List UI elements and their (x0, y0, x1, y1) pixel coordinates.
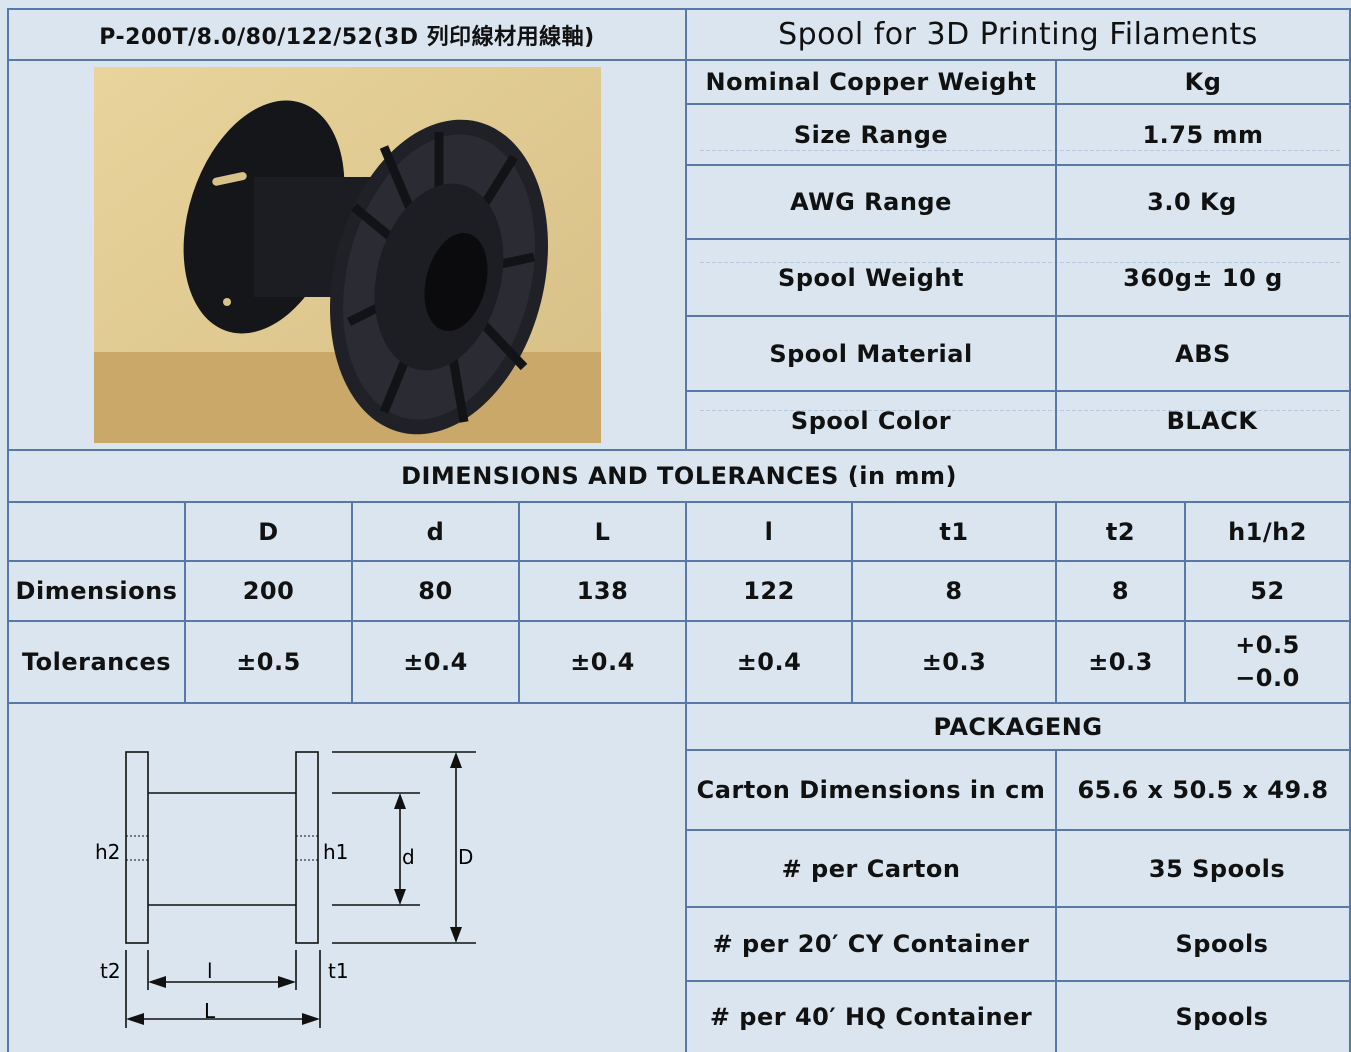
label-t1: t1 (328, 959, 349, 983)
dim-col-header: d (426, 517, 445, 546)
pack-label: # per 40′ HQ Container (709, 1003, 1033, 1031)
pack-value: 35 Spools (1148, 854, 1286, 883)
border-col-3 (518, 501, 520, 704)
dim-col-header: l (764, 517, 774, 546)
label-d: d (402, 845, 415, 869)
border-spec-4 (687, 315, 1351, 317)
label-L: L (204, 999, 216, 1023)
product-title: Spool for 3D Printing Filaments (778, 17, 1258, 52)
dim-col-header: L (594, 517, 611, 546)
border-left (7, 8, 9, 1052)
border-dim-row (7, 620, 1351, 622)
dimensions-title: DIMENSIONS AND TOLERANCES (in mm) (401, 462, 957, 490)
pack-label: # per 20′ CY Container (712, 930, 1030, 958)
packaging-title: PACKAGENG (933, 712, 1103, 741)
border-mid-top (685, 8, 687, 451)
label-D: D (458, 845, 473, 869)
tol-value: ±0.3 (1088, 648, 1153, 676)
spec-label: Spool Color (790, 406, 952, 435)
dim-value: 122 (743, 577, 795, 605)
model-number: P-200T/8.0/80/122/52(3D 列印線材用線軸) (99, 24, 595, 50)
tol-minus: −0.0 (1235, 664, 1300, 692)
tol-value: ±0.4 (403, 648, 468, 676)
border-col-1 (184, 501, 186, 704)
border-spec-mid (1055, 59, 1057, 451)
border-col-7 (1184, 501, 1186, 704)
border-dim-title-bottom (7, 501, 1351, 503)
pack-value: Spools (1175, 930, 1269, 958)
dim-value: 52 (1250, 577, 1285, 605)
spec-value: BLACK (1166, 406, 1258, 435)
dim-value: 200 (242, 577, 295, 605)
pack-value: 65.6 x 50.5 x 49.8 (1077, 776, 1329, 804)
border-pack-3 (687, 980, 1351, 982)
spec-value: 360g± 10 g (1123, 263, 1283, 292)
border-col-5 (851, 501, 853, 704)
border-spec-1 (687, 103, 1351, 105)
border-pack-1 (687, 829, 1351, 831)
dim-col-header: h1/h2 (1228, 517, 1307, 546)
dim-value: 138 (576, 577, 629, 605)
label-h1: h1 (323, 840, 348, 864)
border-top (7, 8, 1351, 10)
tol-value: ±0.4 (570, 648, 635, 676)
border-dim-bottom (7, 702, 1351, 704)
border-dim-header (7, 560, 1351, 562)
dim-value: 8 (1111, 577, 1130, 605)
spec-label: Spool Material (769, 339, 973, 368)
border-col-2 (351, 501, 353, 704)
border-header (7, 59, 1351, 61)
spec-value: 1.75 mm (1142, 120, 1264, 149)
spec-label: AWG Range (790, 188, 952, 216)
border-col-4 (685, 501, 687, 1052)
pack-value: Spools (1175, 1003, 1269, 1031)
label-l: l (207, 959, 213, 983)
border-pack-mid (1055, 749, 1057, 1052)
tol-row-label: Tolerances (21, 648, 172, 676)
dim-col-header: t1 (939, 517, 969, 546)
label-t2: t2 (100, 959, 121, 983)
tol-value-h1h2: +0.5 −0.0 (1186, 622, 1349, 702)
border-spec-5 (687, 390, 1351, 392)
dim-row-label: Dimensions (15, 577, 178, 605)
tol-value: ±0.5 (236, 648, 301, 676)
tol-value: ±0.3 (921, 648, 987, 676)
dim-col-header: D (258, 517, 279, 546)
spec-value: 3.0 Kg (1147, 188, 1237, 216)
border-spec-3 (687, 238, 1351, 240)
dim-value: 80 (418, 577, 453, 605)
tol-plus: +0.5 (1235, 631, 1300, 659)
border-spec-2 (687, 164, 1351, 166)
label-h2: h2 (95, 840, 120, 864)
spool-photo (94, 67, 601, 443)
spec-value: Kg (1184, 68, 1222, 96)
spec-label: Nominal Copper Weight (705, 68, 1037, 96)
dim-col-header: t2 (1105, 517, 1136, 546)
border-pack-title (687, 749, 1351, 751)
spec-value: ABS (1175, 339, 1231, 368)
dim-value: 8 (945, 577, 963, 605)
pack-label: Carton Dimensions in cm (696, 776, 1046, 804)
tol-value: ±0.4 (736, 648, 802, 676)
spec-label: Spool Weight (778, 263, 964, 292)
border-pack-2 (687, 906, 1351, 908)
pack-label: # per Carton (781, 854, 961, 883)
border-right (1349, 8, 1351, 1052)
border-dim-title-top (7, 449, 1351, 451)
spool-diagram: D d h1 h2 t1 t2 l L (95, 751, 476, 1028)
border-col-6 (1055, 501, 1057, 704)
spec-label: Size Range (793, 120, 949, 149)
